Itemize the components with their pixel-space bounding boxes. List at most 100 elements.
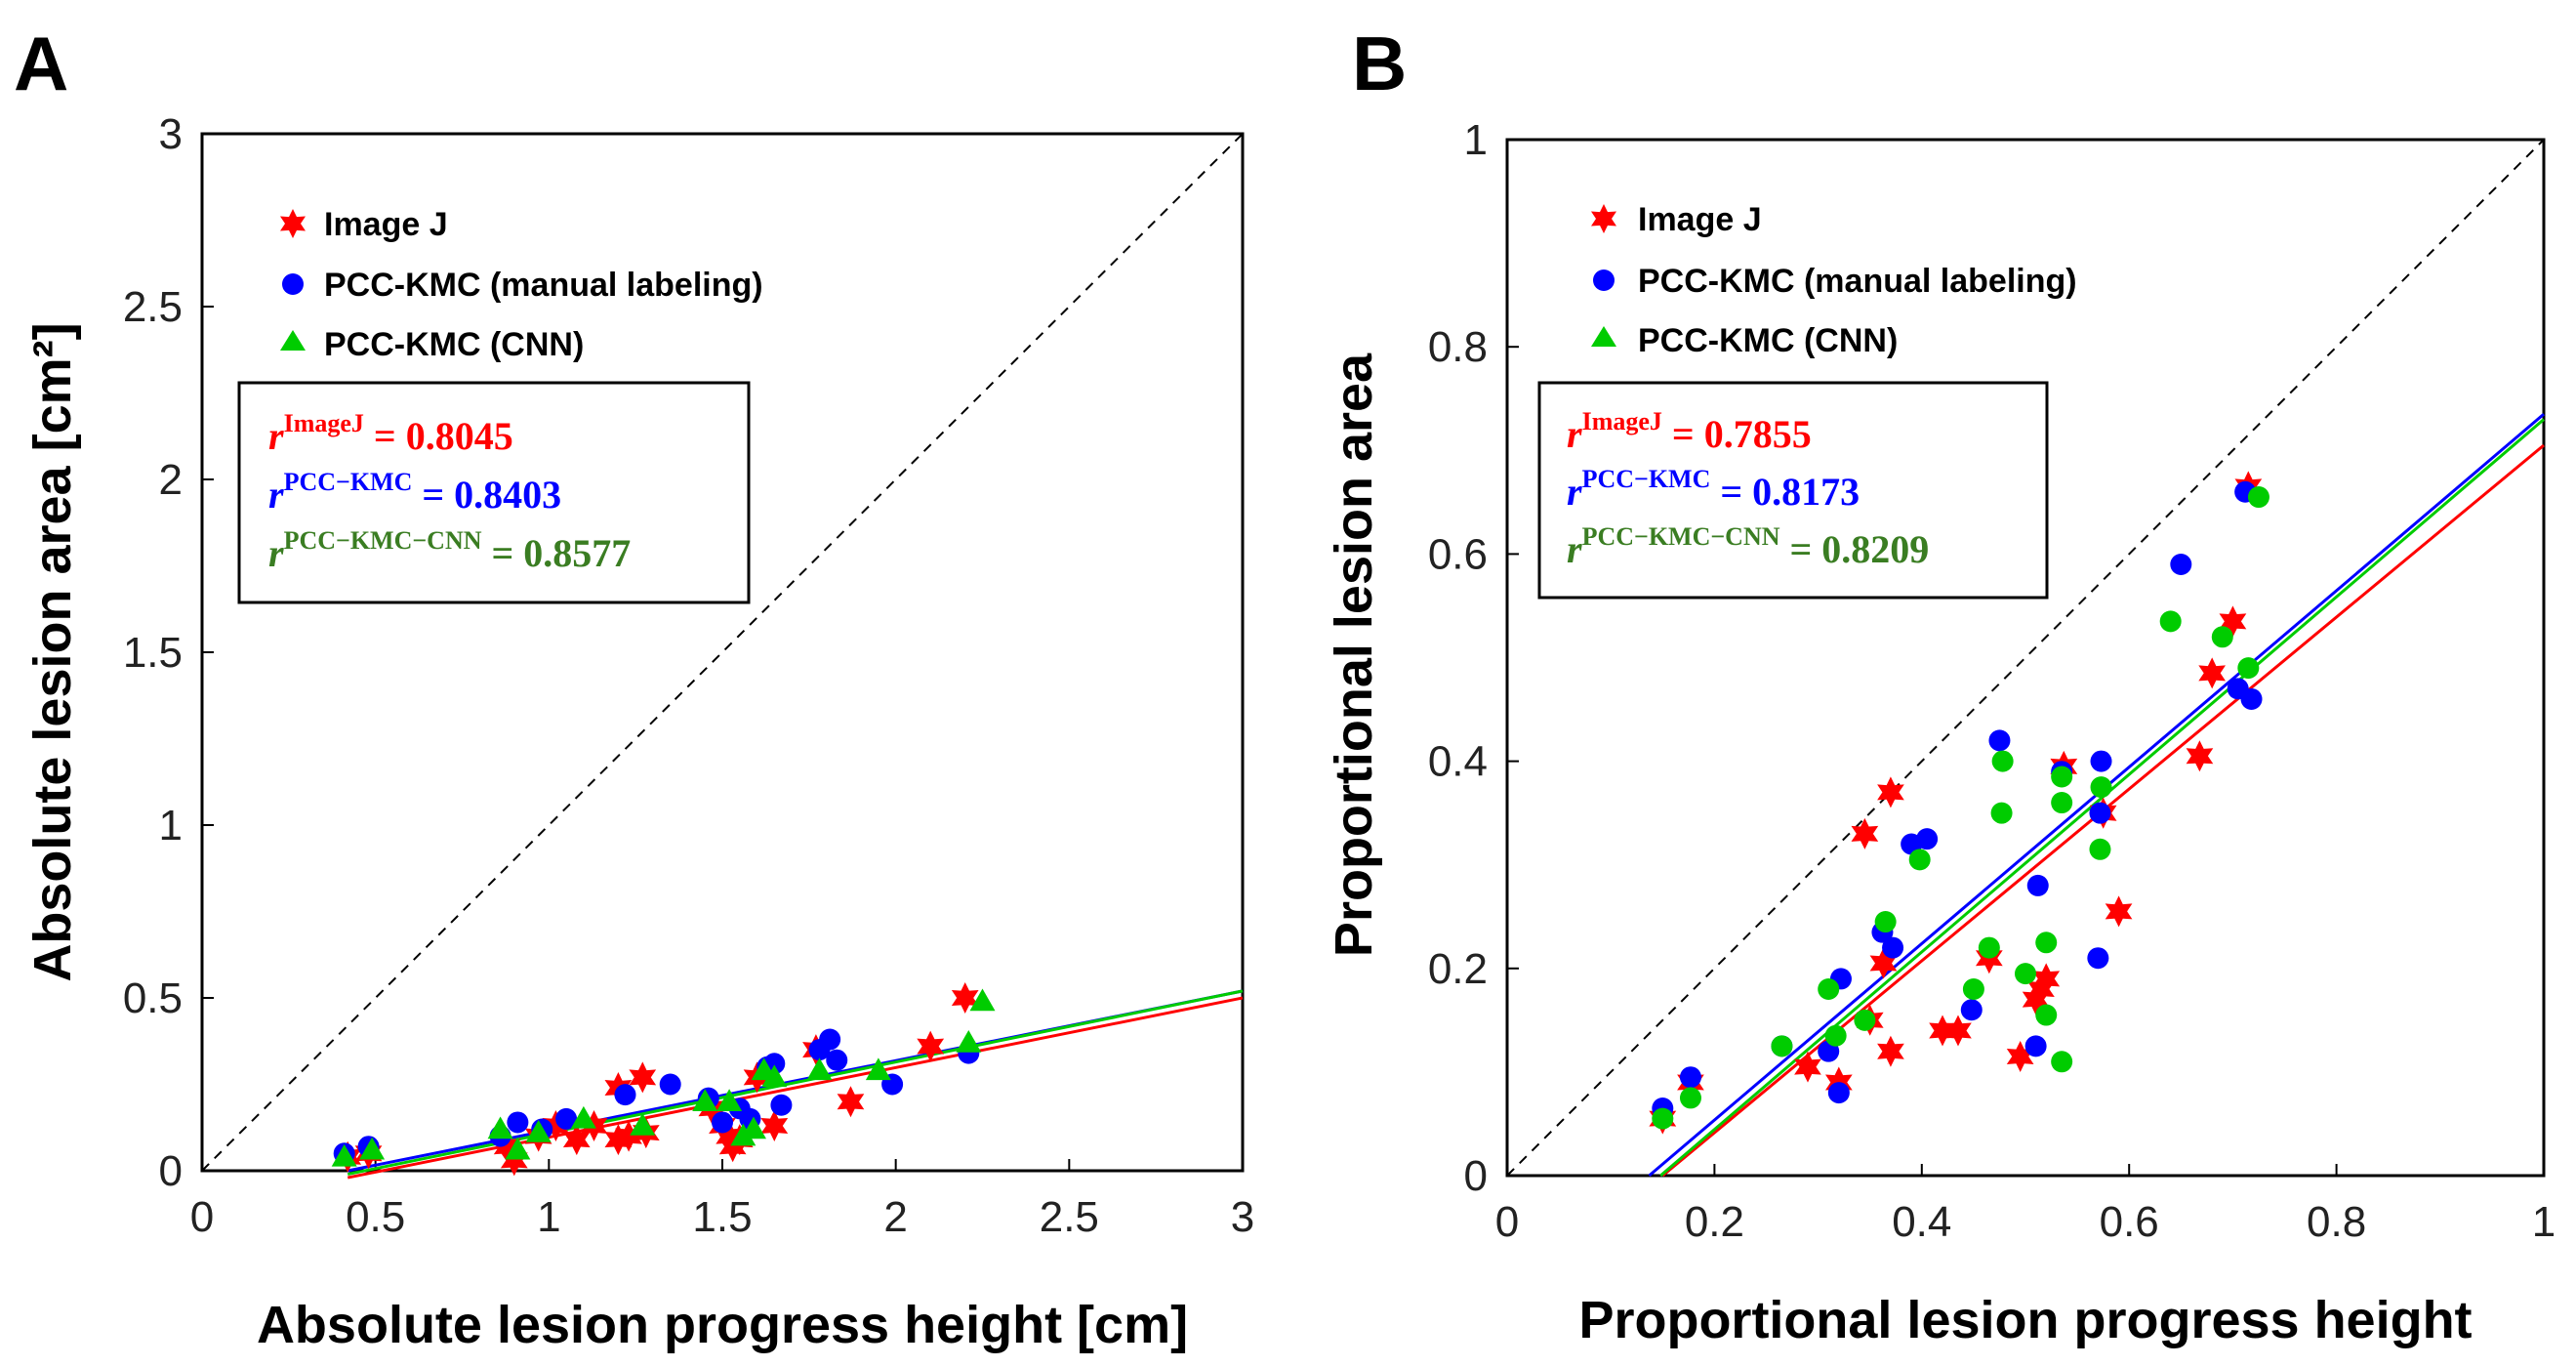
legend-star-icon-a	[280, 209, 306, 238]
point-pcc-kmc-cnn	[740, 1116, 766, 1139]
point-pcc-kmc-cnn	[806, 1057, 833, 1081]
point-pcc-kmc-cnn	[1824, 1024, 1847, 1047]
stat-imagej-a: rImageJ = 0.8045	[268, 409, 513, 458]
point-pcc-kmc-cnn	[331, 1143, 357, 1167]
y-tick-label: 0	[1464, 1152, 1488, 1200]
point-pcc-kmc	[555, 1107, 578, 1130]
point-pcc-kmc	[659, 1073, 681, 1096]
point-pcc-kmc-cnn	[761, 1064, 788, 1088]
legend-label-pcc-kmc-b: PCC-KMC (manual labeling)	[1638, 263, 2077, 300]
point-pcc-kmc-cnn	[2159, 610, 2182, 633]
point-imagej	[2006, 1041, 2034, 1072]
x-axis-title-a: Absolute lesion progress height [cm]	[257, 1296, 1188, 1354]
x-tick-label: 1	[537, 1193, 560, 1241]
y-tick-label: 0.8	[1428, 323, 1488, 371]
point-imagej	[629, 1061, 657, 1094]
point-pcc-kmc-cnn	[630, 1112, 656, 1136]
point-pcc-kmc-cnn	[1818, 978, 1840, 1001]
diagonal-reference-line	[1506, 139, 2545, 1177]
point-pcc-kmc-cnn	[1908, 849, 1931, 871]
ticks-b: 0 0.2 0.4 0.6 0.8 1 0 0.2 0.4 0.6 0.8 1	[1428, 116, 2556, 1246]
point-pcc-kmc-cnn	[1991, 750, 2014, 772]
legend-circle-icon-b	[1593, 269, 1615, 291]
x-tick-label: 1	[2532, 1198, 2556, 1246]
point-pcc-kmc-cnn	[716, 1089, 743, 1111]
scatter-points-b	[1649, 471, 2269, 1135]
panel-letter-a: A	[14, 21, 68, 106]
point-imagej	[2022, 983, 2050, 1015]
point-pcc-kmc-cnn	[2237, 657, 2260, 680]
point-imagej	[2027, 973, 2055, 1005]
x-tick-label: 0.5	[346, 1193, 405, 1241]
legend-label-pcc-kmc-a: PCC-KMC (manual labeling)	[324, 267, 763, 304]
point-pcc-kmc-cnn	[969, 988, 996, 1012]
point-imagej	[1851, 817, 1879, 849]
point-pcc-kmc-cnn	[1771, 1035, 1793, 1057]
legend-label-imagej-a: Image J	[324, 206, 448, 243]
legend-label-pcc-kmc-cnn-a: PCC-KMC (CNN)	[324, 326, 584, 363]
point-imagej	[493, 1131, 521, 1163]
point-pcc-kmc-cnn	[1990, 802, 2013, 824]
y-tick-label: 0.6	[1428, 530, 1488, 578]
x-tick-label: 0.4	[1892, 1198, 1951, 1246]
stat-pcc-kmc-cnn-b: rPCC−KMC−CNN = 0.8209	[1567, 522, 1929, 571]
stat-pcc-kmc-b: rPCC−KMC = 0.8173	[1567, 465, 1860, 514]
point-imagej	[1869, 947, 1898, 979]
point-pcc-kmc	[770, 1094, 793, 1116]
y-axis-title-a: Absolute lesion area [cm²]	[23, 322, 82, 981]
point-pcc-kmc-cnn	[956, 1030, 982, 1053]
point-pcc-kmc-cnn	[692, 1089, 718, 1111]
point-imagej	[2186, 740, 2214, 772]
point-pcc-kmc	[826, 1049, 848, 1071]
legend-label-pcc-kmc-cnn-b: PCC-KMC (CNN)	[1638, 322, 1898, 359]
x-tick-label: 0.2	[1685, 1198, 1744, 1246]
point-pcc-kmc	[2087, 947, 2109, 970]
x-tick-label: 2.5	[1040, 1193, 1099, 1241]
point-imagej	[1944, 1015, 1972, 1047]
point-pcc-kmc	[1960, 999, 1983, 1021]
panel-b: B 0 0.2 0.4 0.6 0.8 1 0 0.2 0.4 0.6 0.8 1 Image J P…	[1325, 21, 2556, 1349]
point-pcc-kmc	[1988, 729, 2011, 752]
panel-a: A 0 0.5 1 1.5 2 2.5 3 0 0.5 1 1.5 2 2.5 3 Image J PCC…	[14, 21, 1254, 1354]
point-pcc-kmc-cnn	[2089, 838, 2111, 860]
point-pcc-kmc-cnn	[487, 1116, 513, 1139]
point-imagej	[500, 1144, 528, 1177]
legend-triangle-icon-b	[1591, 326, 1616, 347]
y-tick-label: 0.2	[1428, 945, 1488, 993]
point-imagej	[1877, 1035, 1904, 1067]
point-pcc-kmc	[614, 1084, 636, 1106]
y-tick-label: 1	[159, 802, 183, 849]
point-pcc-kmc	[1916, 828, 1939, 850]
point-imagej	[837, 1086, 865, 1118]
correlation-box-a: rImageJ = 0.8045 rPCC−KMC = 0.8403 rPCC−KM…	[237, 381, 751, 604]
point-pcc-kmc-cnn	[2090, 776, 2112, 799]
y-tick-label: 1.5	[123, 629, 183, 677]
point-imagej	[760, 1110, 789, 1141]
point-pcc-kmc-cnn	[2051, 792, 2073, 814]
point-imagej	[2198, 657, 2226, 689]
scatter-points-a	[331, 982, 996, 1177]
point-pcc-kmc-cnn	[1854, 1009, 1876, 1031]
y-tick-label: 2	[159, 456, 183, 504]
point-imagej	[542, 1110, 570, 1141]
y-axis-title-b: Proportional lesion area	[1325, 352, 1383, 957]
point-pcc-kmc-cnn	[2211, 626, 2233, 648]
point-pcc-kmc	[2240, 687, 2263, 710]
point-pcc-kmc-cnn	[1962, 978, 1984, 1001]
stat-pcc-kmc-cnn-a: rPCC−KMC−CNN = 0.8577	[268, 526, 631, 575]
point-imagej	[2219, 605, 2247, 638]
point-imagej	[562, 1124, 591, 1156]
point-imagej	[917, 1030, 945, 1062]
point-pcc-kmc-cnn	[865, 1057, 891, 1081]
x-tick-label: 0	[190, 1193, 214, 1241]
diagonal-line-b	[1506, 139, 2545, 1177]
point-pcc-kmc-cnn	[2035, 932, 2058, 954]
x-tick-label: 2	[883, 1193, 907, 1241]
stat-imagej-b: rImageJ = 0.7855	[1567, 407, 1812, 456]
fit-line-imagej	[347, 996, 1244, 1180]
point-pcc-kmc-cnn	[2015, 963, 2036, 985]
y-tick-label: 3	[159, 110, 183, 158]
point-pcc-kmc-cnn	[730, 1123, 756, 1146]
point-imagej	[615, 1120, 642, 1152]
